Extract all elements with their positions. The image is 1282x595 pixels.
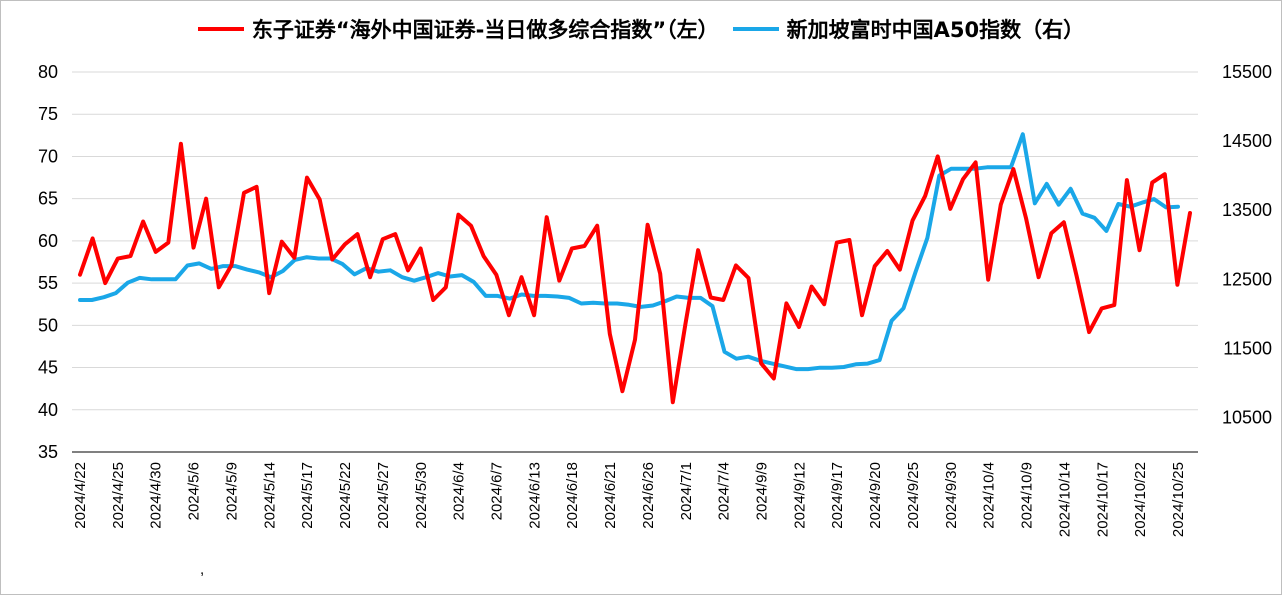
series-line-long-index bbox=[78, 141, 1192, 405]
x-axis: 2024/4/22 2024/4/25 2024/4/30 2024/5/6 2024/… bbox=[72, 462, 1187, 537]
x-tick-label: 2024/6/21 bbox=[602, 462, 619, 529]
x-tick-label: 2024/10/25 bbox=[1170, 462, 1187, 537]
x-tick-label: 2024/4/30 bbox=[148, 462, 165, 529]
legend-swatch-right-series bbox=[732, 27, 779, 31]
x-tick-label: 2024/9/20 bbox=[867, 462, 884, 529]
x-tick-label: 2024/9/9 bbox=[754, 462, 771, 520]
y-left-tick-label: 80 bbox=[38, 62, 58, 82]
y-axis-left: 35 40 45 50 55 60 65 70 75 80 bbox=[38, 62, 58, 462]
y-left-tick-label: 75 bbox=[38, 104, 58, 124]
x-tick-label: 2024/10/22 bbox=[1132, 462, 1149, 537]
y-left-tick-label: 40 bbox=[38, 400, 58, 420]
y-left-tick-label: 35 bbox=[38, 442, 58, 462]
y-right-tick-label: 12500 bbox=[1222, 269, 1272, 289]
x-tick-label: 2024/6/26 bbox=[640, 462, 657, 529]
x-tick-label: 2024/9/17 bbox=[829, 462, 846, 529]
x-tick-label: 2024/5/9 bbox=[223, 462, 240, 520]
y-left-tick-label: 70 bbox=[38, 146, 58, 166]
legend-item-left-series: 东子证券“海外中国证券-当日做多综合指数”（左） bbox=[197, 14, 719, 44]
series-lines bbox=[78, 132, 1192, 405]
y-right-tick-label: 10500 bbox=[1222, 407, 1272, 427]
legend: 东子证券“海外中国证券-当日做多综合指数”（左） 新加坡富时中国A50指数（右） bbox=[0, 14, 1282, 44]
series-line-a50 bbox=[78, 132, 1180, 372]
y-right-tick-label: 11500 bbox=[1223, 338, 1272, 358]
x-tick-label: 2024/10/14 bbox=[1056, 462, 1073, 537]
x-tick-label: 2024/10/9 bbox=[1019, 462, 1036, 529]
y-left-tick-label: 50 bbox=[38, 315, 58, 335]
x-tick-label: 2024/6/7 bbox=[488, 462, 505, 520]
x-tick-label: 2024/5/27 bbox=[375, 462, 392, 529]
x-tick-label: 2024/10/17 bbox=[1094, 462, 1111, 537]
y-right-tick-label: 13500 bbox=[1222, 200, 1272, 220]
x-tick-label: 2024/6/13 bbox=[526, 462, 543, 529]
x-tick-label: 2024/4/25 bbox=[110, 462, 127, 529]
x-tick-label: 2024/4/22 bbox=[72, 462, 89, 529]
y-left-tick-label: 60 bbox=[38, 231, 58, 251]
x-tick-label: 2024/9/30 bbox=[943, 462, 960, 529]
x-tick-label: 2024/5/30 bbox=[413, 462, 430, 529]
x-tick-label: 2024/5/17 bbox=[299, 462, 316, 529]
x-tick-label: 2024/10/4 bbox=[981, 462, 998, 529]
x-tick-label: 2024/7/4 bbox=[716, 462, 733, 520]
y-left-tick-label: 45 bbox=[38, 358, 58, 378]
y-axis-right: 10500 11500 12500 13500 14500 15500 bbox=[1222, 62, 1272, 427]
y-right-tick-label: 15500 bbox=[1222, 62, 1272, 82]
x-tick-label: 2024/5/14 bbox=[261, 462, 278, 529]
x-tick-label: 2024/5/22 bbox=[337, 462, 354, 529]
x-tick-label: 2024/6/18 bbox=[564, 462, 581, 529]
x-tick-label: 2024/9/12 bbox=[791, 462, 808, 529]
y-right-tick-label: 14500 bbox=[1222, 131, 1272, 151]
stray-mark: , bbox=[200, 561, 204, 578]
legend-label-left-series: 东子证券“海外中国证券-当日做多综合指数”（左） bbox=[251, 18, 719, 42]
gridlines bbox=[72, 71, 1198, 453]
y-left-tick-label: 65 bbox=[38, 189, 58, 209]
y-left-tick-label: 55 bbox=[38, 273, 58, 293]
legend-swatch-left-series bbox=[197, 27, 244, 31]
x-tick-label: 2024/7/1 bbox=[678, 462, 695, 520]
x-tick-label: 2024/9/25 bbox=[905, 462, 922, 529]
x-tick-label: 2024/6/4 bbox=[451, 462, 468, 520]
legend-item-right-series: 新加坡富时中国A50指数（右） bbox=[732, 14, 1085, 44]
x-tick-label: 2024/5/6 bbox=[186, 462, 203, 520]
legend-label-right-series: 新加坡富时中国A50指数（右） bbox=[786, 18, 1085, 42]
